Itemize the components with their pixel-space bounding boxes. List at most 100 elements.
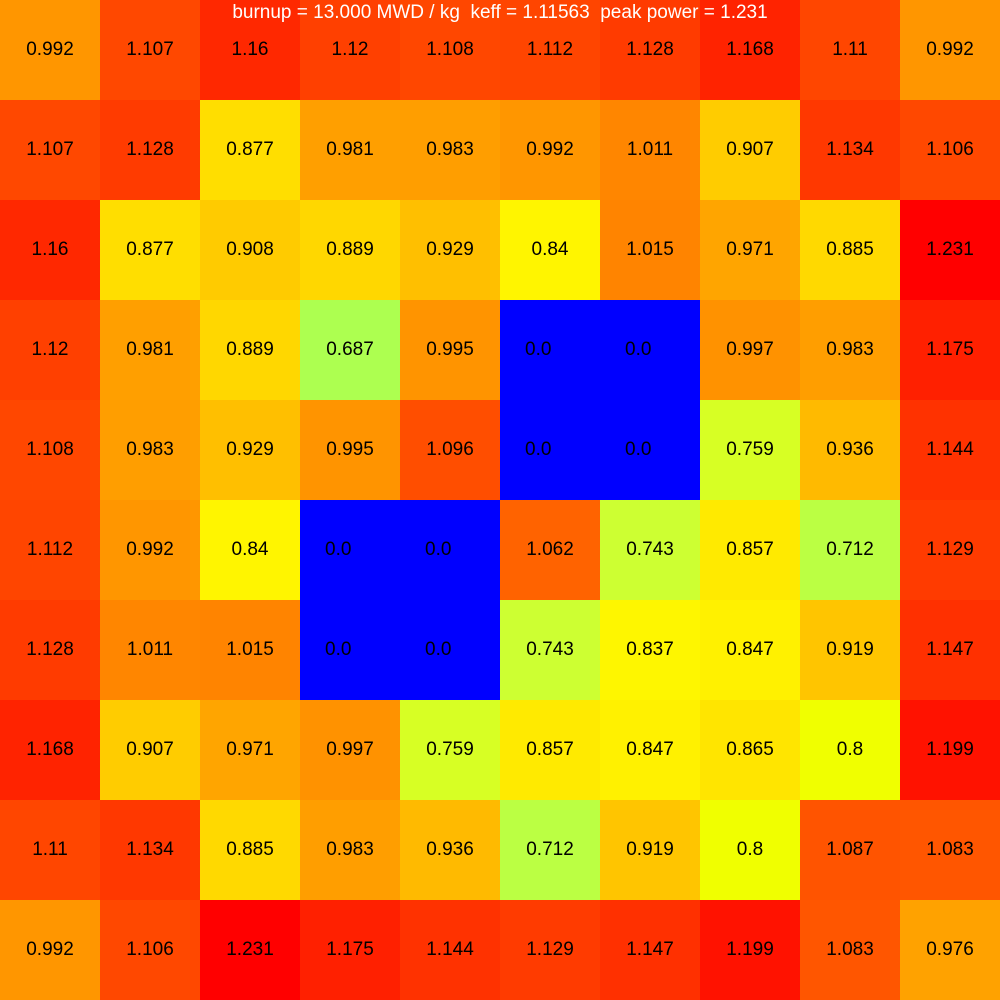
cell-value-label: 0.84 — [531, 239, 569, 260]
cell-value-label: 1.12 — [31, 339, 69, 360]
cell-value-label: 0.919 — [826, 639, 874, 660]
cell-value-label: 1.231 — [926, 239, 974, 260]
cell-value-label: 0.976 — [926, 939, 974, 960]
cell-value-label: 1.096 — [426, 439, 474, 460]
heatmap-cell: 1.199 — [700, 900, 800, 1000]
heatmap-cell: 0.8 — [700, 800, 800, 900]
heatmap-cell: 0.983 — [800, 300, 900, 400]
heatmap-cell: 0.889 — [200, 300, 300, 400]
cell-value-label: 1.168 — [26, 739, 74, 760]
cell-value-label: 0.857 — [526, 739, 574, 760]
heatmap-cell: 1.134 — [800, 100, 900, 200]
cell-value-label: 0.885 — [226, 839, 274, 860]
cell-value-label: 0.997 — [326, 739, 374, 760]
cell-value-label: 0.0 — [325, 639, 352, 660]
heatmap-cell: 0.997 — [700, 300, 800, 400]
cell-value-label: 1.108 — [26, 439, 74, 460]
cell-value-label: 0.992 — [526, 139, 574, 160]
heatmap-cell: 0.857 — [500, 700, 600, 800]
cell-value-label: 1.011 — [126, 639, 174, 660]
heatmap-cell: 0.997 — [300, 700, 400, 800]
cell-value-label: 1.108 — [426, 39, 474, 60]
heatmap-cell: 0.981 — [100, 300, 200, 400]
cell-value-label: 0.992 — [26, 939, 74, 960]
heatmap-cell: 0.0 — [500, 300, 600, 400]
heatmap-cell: 1.083 — [800, 900, 900, 1000]
chart-title: burnup = 13.000 MWD / kg keff = 1.11563 … — [232, 2, 768, 23]
heatmap-cell: 0.929 — [200, 400, 300, 500]
cell-value-label: 0.981 — [326, 139, 374, 160]
heatmap-cell: 1.12 — [300, 0, 400, 100]
heatmap-cell: 0.0 — [400, 600, 500, 700]
heatmap-cell: 0.995 — [300, 400, 400, 500]
heatmap-cell: 0.0 — [400, 500, 500, 600]
cell-value-label: 1.11 — [32, 839, 68, 860]
heatmap-cell: 0.0 — [500, 400, 600, 500]
cell-value-label: 0.743 — [626, 539, 674, 560]
cell-value-label: 0.847 — [726, 639, 774, 660]
heatmap-cell: 0.0 — [300, 500, 400, 600]
heatmap-cell: 0.885 — [200, 800, 300, 900]
cell-value-label: 0.0 — [525, 339, 552, 360]
cell-value-label: 1.11 — [832, 39, 868, 60]
cell-value-label: 0.759 — [426, 739, 474, 760]
heatmap-cell: 0.712 — [800, 500, 900, 600]
heatmap-cell: 1.144 — [900, 400, 1000, 500]
cell-value-label: 1.015 — [226, 639, 274, 660]
cell-value-label: 0.997 — [726, 339, 774, 360]
cell-value-label: 0.981 — [126, 339, 174, 360]
cell-value-label: 0.907 — [726, 139, 774, 160]
cell-value-label: 0.971 — [726, 239, 774, 260]
heatmap-cell: 0.983 — [400, 100, 500, 200]
cell-value-label: 1.16 — [231, 39, 269, 60]
heatmap-cell: 0.0 — [300, 600, 400, 700]
cell-value-label: 1.129 — [926, 539, 974, 560]
heatmap-cell: 0.0 — [600, 300, 700, 400]
cell-value-label: 1.106 — [126, 939, 174, 960]
heatmap-cell: 1.128 — [0, 600, 100, 700]
heatmap-cell: 0.712 — [500, 800, 600, 900]
cell-value-label: 0.0 — [425, 639, 452, 660]
cell-value-label: 0.995 — [326, 439, 374, 460]
cell-value-label: 0.971 — [226, 739, 274, 760]
heatmap-cell: 1.107 — [0, 100, 100, 200]
cell-value-label: 1.231 — [226, 939, 274, 960]
heatmap-cell: 0.992 — [500, 100, 600, 200]
cell-value-label: 0.995 — [426, 339, 474, 360]
cell-value-label: 1.083 — [826, 939, 874, 960]
heatmap-cell: 1.062 — [500, 500, 600, 600]
cell-value-label: 1.199 — [926, 739, 974, 760]
heatmap-cell: 0.877 — [100, 200, 200, 300]
cell-value-label: 0.983 — [126, 439, 174, 460]
cell-value-label: 0.759 — [726, 439, 774, 460]
cell-value-label: 0.983 — [326, 839, 374, 860]
cell-value-label: 0.0 — [625, 339, 652, 360]
heatmap-cell: 1.106 — [900, 100, 1000, 200]
cell-value-label: 0.865 — [726, 739, 774, 760]
cell-value-label: 0.847 — [626, 739, 674, 760]
heatmap-cell: 1.168 — [700, 0, 800, 100]
heatmap-cell: 1.011 — [600, 100, 700, 200]
cell-value-label: 0.919 — [626, 839, 674, 860]
heatmap-cell: 1.128 — [100, 100, 200, 200]
heatmap-cell: 1.129 — [500, 900, 600, 1000]
cell-value-label: 1.175 — [926, 339, 974, 360]
cell-value-label: 1.062 — [526, 539, 574, 560]
cell-value-label: 1.134 — [826, 139, 874, 160]
heatmap-cell: 0.84 — [500, 200, 600, 300]
heatmap-cell: 0.0 — [600, 400, 700, 500]
heatmap-cell: 1.083 — [900, 800, 1000, 900]
heatmap-cell: 0.743 — [600, 500, 700, 600]
heatmap-cell: 1.231 — [200, 900, 300, 1000]
heatmap-cell: 1.11 — [800, 0, 900, 100]
cell-value-label: 0.877 — [226, 139, 274, 160]
cell-value-label: 0.0 — [425, 539, 452, 560]
heatmap-cell: 1.147 — [600, 900, 700, 1000]
heatmap-cell: 1.112 — [0, 500, 100, 600]
heatmap-cell: 0.759 — [400, 700, 500, 800]
heatmap-cell: 0.976 — [900, 900, 1000, 1000]
heatmap-cell: 0.885 — [800, 200, 900, 300]
cell-value-label: 1.087 — [826, 839, 874, 860]
cell-value-label: 1.112 — [526, 39, 574, 60]
heatmap-cell: 0.992 — [0, 900, 100, 1000]
